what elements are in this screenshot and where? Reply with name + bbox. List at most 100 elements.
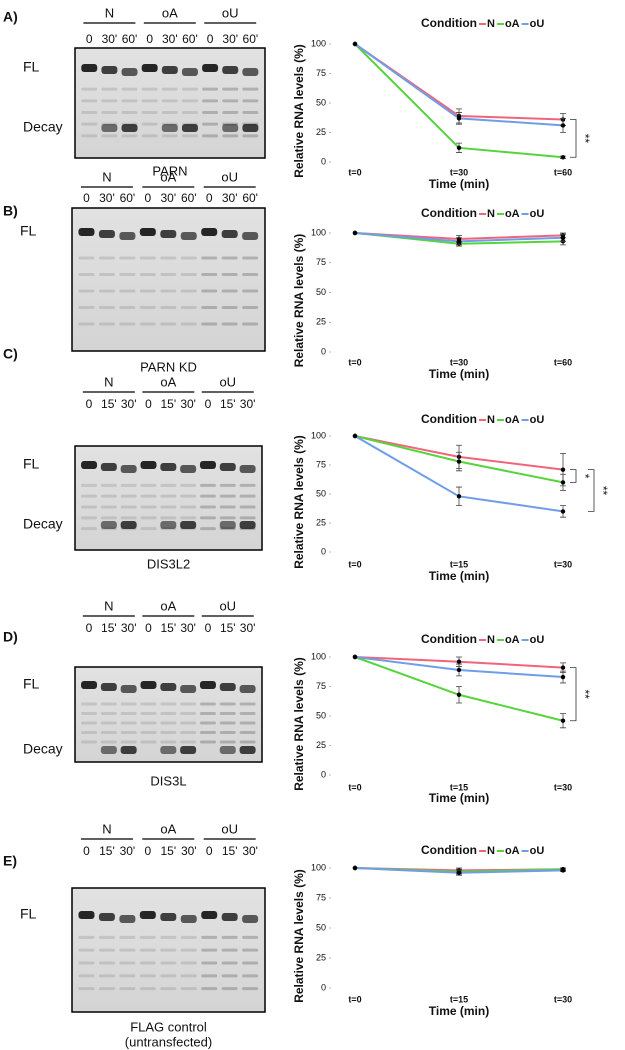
gel-smear bbox=[160, 974, 177, 978]
y-tick-label: 50 bbox=[316, 287, 326, 297]
band-label: Decay bbox=[23, 741, 63, 757]
data-point bbox=[456, 667, 462, 673]
data-point bbox=[560, 123, 566, 128]
gel-smear bbox=[140, 702, 157, 706]
gel-smear bbox=[140, 740, 157, 744]
gel-smear bbox=[239, 505, 256, 509]
y-tick-label: 75 bbox=[316, 892, 326, 902]
data-point bbox=[352, 654, 358, 660]
group-label: N bbox=[104, 598, 113, 613]
lane-label: 30' bbox=[162, 32, 178, 46]
legend-label: oU bbox=[530, 634, 545, 646]
gel-smear bbox=[100, 494, 117, 498]
gel-smear bbox=[161, 99, 178, 103]
y-tick-label: 0 bbox=[321, 156, 326, 166]
gel-smear bbox=[239, 702, 256, 706]
gel-band bbox=[160, 913, 177, 921]
gel-smear bbox=[119, 987, 136, 991]
gel-smear bbox=[180, 712, 197, 715]
gel-smear bbox=[81, 516, 98, 520]
gel-band bbox=[239, 521, 256, 529]
lane-label: 0 bbox=[207, 32, 214, 46]
x-axis-title: Time (min) bbox=[429, 569, 489, 583]
gel-smear bbox=[202, 122, 219, 126]
gel-smear bbox=[120, 731, 137, 734]
lane-label: 30' bbox=[121, 397, 137, 411]
legend-label: oA bbox=[505, 208, 520, 220]
group-label: oA bbox=[160, 374, 176, 389]
lane-label: 30' bbox=[222, 32, 238, 46]
lane-label: 0 bbox=[206, 844, 213, 858]
gel-smear bbox=[222, 87, 239, 91]
gel-caption: DIS3L2 bbox=[147, 556, 190, 571]
gel-smear bbox=[160, 289, 177, 293]
gel-smear bbox=[160, 306, 177, 309]
gel-band bbox=[120, 685, 137, 693]
group-label: N bbox=[105, 5, 114, 20]
gel-smear bbox=[160, 273, 177, 276]
y-tick-label: 25 bbox=[316, 317, 326, 327]
panel-letter: A) bbox=[3, 9, 18, 25]
gel-smear bbox=[81, 712, 98, 715]
gel-smear bbox=[180, 740, 197, 744]
lane-label: 60' bbox=[122, 32, 138, 46]
gel-band bbox=[161, 66, 178, 74]
gel-smear bbox=[219, 721, 236, 725]
gel-smear bbox=[139, 273, 156, 276]
gel-band bbox=[100, 746, 117, 754]
panel-letter: C) bbox=[3, 346, 18, 362]
gel-smear bbox=[140, 516, 157, 520]
gel-smear bbox=[120, 494, 137, 498]
data-point bbox=[456, 659, 462, 664]
y-tick-label: 25 bbox=[316, 952, 326, 962]
x-tick-label: t=30 bbox=[450, 357, 468, 367]
gel-smear bbox=[98, 974, 115, 978]
gel-smear bbox=[139, 987, 156, 991]
gel-smear bbox=[180, 974, 197, 978]
legend-title: Condition bbox=[421, 206, 477, 220]
gel-smear bbox=[81, 702, 98, 706]
gel-smear bbox=[221, 322, 238, 326]
gel-smear bbox=[98, 289, 115, 293]
gel-smear bbox=[119, 306, 136, 309]
gel-smear bbox=[140, 505, 157, 509]
gel-band bbox=[180, 465, 197, 473]
gel-band bbox=[100, 463, 117, 471]
gel-band bbox=[81, 64, 98, 72]
band-label: FL bbox=[20, 906, 37, 922]
gel-smear bbox=[78, 289, 95, 293]
data-point bbox=[560, 509, 566, 514]
lane-label: 0 bbox=[145, 191, 152, 205]
y-tick-label: 25 bbox=[316, 517, 326, 527]
legend-title: Condition bbox=[421, 843, 477, 857]
gel-band bbox=[120, 746, 137, 754]
x-tick-label: t=15 bbox=[450, 782, 468, 792]
gel-smear bbox=[160, 322, 177, 326]
gel-smear bbox=[141, 134, 158, 138]
gel-smear bbox=[78, 987, 95, 991]
gel-smear bbox=[242, 99, 259, 103]
y-tick-label: 0 bbox=[321, 982, 326, 992]
gel-smear bbox=[242, 134, 259, 138]
gel-band bbox=[222, 66, 239, 74]
gel-smear bbox=[221, 289, 238, 293]
gel-caption: DIS3L bbox=[150, 773, 186, 788]
data-point bbox=[560, 868, 566, 873]
gel-image bbox=[71, 207, 266, 352]
gel-smear bbox=[199, 505, 216, 509]
gel-smear bbox=[100, 483, 117, 487]
gel-smear bbox=[242, 322, 259, 326]
gel-smear bbox=[180, 948, 197, 952]
gel-smear bbox=[180, 961, 197, 965]
gel-smear bbox=[180, 494, 197, 498]
lane-label: 30' bbox=[102, 32, 118, 46]
gel-smear bbox=[100, 505, 117, 509]
panel-letter: D) bbox=[3, 629, 18, 645]
gel-smear bbox=[78, 273, 95, 276]
gel-smear bbox=[199, 731, 216, 734]
y-tick-label: 75 bbox=[316, 681, 326, 691]
group-label: oA bbox=[160, 598, 176, 613]
gel-smear bbox=[222, 99, 239, 103]
gel-band bbox=[181, 124, 198, 132]
